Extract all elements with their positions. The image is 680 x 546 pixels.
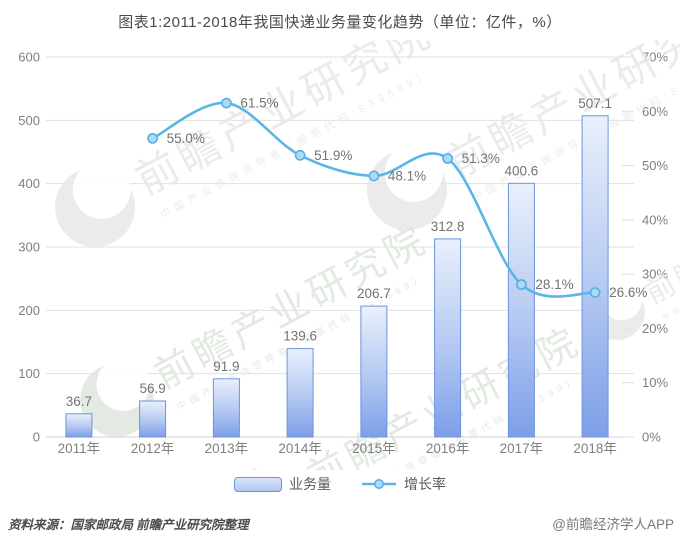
svg-text:0%: 0% xyxy=(642,430,661,445)
svg-text:600: 600 xyxy=(18,50,40,65)
line-point[interactable] xyxy=(147,133,158,144)
left-axis-labels: 0 100 200 300 400 500 600 xyxy=(18,50,40,445)
x-axis-label[interactable]: 2018年 xyxy=(573,441,617,456)
bar[interactable] xyxy=(581,115,609,438)
svg-text:26.6%: 26.6% xyxy=(609,285,647,300)
svg-text:51.9%: 51.9% xyxy=(314,148,352,163)
x-axis-labels: 2011年 2012年 2013年 2014年 2015年 2016年 2017年 2018年 xyxy=(58,441,617,456)
bar[interactable] xyxy=(139,400,167,438)
legend-item-growth[interactable]: 增长率 xyxy=(361,474,446,494)
svg-text:48.1%: 48.1% xyxy=(388,168,426,183)
svg-text:61.5%: 61.5% xyxy=(240,96,278,111)
bar-value-labels: 36.7 56.9 91.9 139.6 206.7 312.8 400.6 507.1 xyxy=(66,96,612,409)
watermark-logo-icon xyxy=(80,357,154,437)
legend-label-volume: 业务量 xyxy=(289,476,331,492)
x-axis-label[interactable]: 2017年 xyxy=(500,441,544,456)
svg-text:400: 400 xyxy=(18,176,40,191)
x-axis-label[interactable]: 2013年 xyxy=(205,441,249,456)
line-markers xyxy=(147,97,601,298)
bar[interactable] xyxy=(212,378,240,438)
svg-text:56.9: 56.9 xyxy=(139,381,165,396)
svg-text:50%: 50% xyxy=(642,158,668,173)
svg-text:206.7: 206.7 xyxy=(357,286,391,301)
svg-text:36.7: 36.7 xyxy=(66,394,92,409)
svg-text:91.9: 91.9 xyxy=(213,359,239,374)
line-point[interactable] xyxy=(442,153,453,164)
svg-text:400.6: 400.6 xyxy=(505,163,539,178)
footer: 资料来源：国家邮政局 前瞻产业研究院整理 @前瞻经济学人APP xyxy=(0,506,680,546)
svg-text:200: 200 xyxy=(18,303,40,318)
x-axis-label[interactable]: 2011年 xyxy=(58,441,101,456)
svg-text:28.1%: 28.1% xyxy=(535,277,573,292)
svg-text:0: 0 xyxy=(33,430,40,445)
svg-text:40%: 40% xyxy=(642,212,668,227)
bar[interactable] xyxy=(360,305,388,438)
line-value-labels: 55.0% 61.5% 51.9% 48.1% 51.3% 28.1% 26.6% xyxy=(167,96,648,301)
x-axis-label[interactable]: 2014年 xyxy=(278,441,322,456)
chart-title: 图表1:2011-2018年我国快递业务量变化趋势（单位：亿件，%） xyxy=(118,14,562,31)
bar-series-swatch-icon xyxy=(234,476,282,492)
svg-text:139.6: 139.6 xyxy=(283,329,317,344)
bar[interactable] xyxy=(507,182,535,438)
x-axis-label[interactable]: 2015年 xyxy=(352,441,396,456)
chart-canvas: 0 100 200 300 400 500 600 0% 10% 20% 30% 40% 50% 60% 7… xyxy=(18,40,680,470)
svg-text:51.3%: 51.3% xyxy=(462,151,500,166)
watermark-logo-icon xyxy=(54,160,135,247)
line-point[interactable] xyxy=(589,287,601,298)
svg-text:507.1: 507.1 xyxy=(578,96,612,111)
svg-text:500: 500 xyxy=(18,113,40,128)
svg-text:10%: 10% xyxy=(642,375,668,390)
x-axis-label[interactable]: 2016年 xyxy=(426,441,470,456)
svg-text:20%: 20% xyxy=(642,321,668,336)
line-point[interactable] xyxy=(220,97,232,109)
line-point[interactable] xyxy=(368,170,380,182)
line-series-swatch-icon xyxy=(362,479,396,489)
line-point[interactable] xyxy=(516,279,527,290)
legend-item-volume[interactable]: 业务量 xyxy=(234,474,331,494)
bar[interactable] xyxy=(65,413,93,438)
bar[interactable] xyxy=(434,238,462,438)
data-source-note: 资料来源：国家邮政局 前瞻产业研究院整理 xyxy=(8,518,249,532)
svg-text:312.8: 312.8 xyxy=(431,219,465,234)
svg-text:100: 100 xyxy=(18,366,40,381)
watermark-logo-icon xyxy=(367,143,447,230)
bar-series xyxy=(65,115,609,438)
x-axis-label[interactable]: 2012年 xyxy=(131,441,175,456)
svg-text:300: 300 xyxy=(18,240,40,255)
svg-text:55.0%: 55.0% xyxy=(167,131,205,146)
svg-text:60%: 60% xyxy=(642,104,668,119)
bar[interactable] xyxy=(286,348,314,438)
brand-credit: @前瞻经济学人APP xyxy=(552,517,674,532)
line-point[interactable] xyxy=(294,149,306,161)
legend: 业务量 增长率 xyxy=(0,471,680,497)
svg-text:30%: 30% xyxy=(642,267,668,282)
svg-text:70%: 70% xyxy=(642,50,668,65)
legend-label-growth: 增长率 xyxy=(404,476,446,492)
